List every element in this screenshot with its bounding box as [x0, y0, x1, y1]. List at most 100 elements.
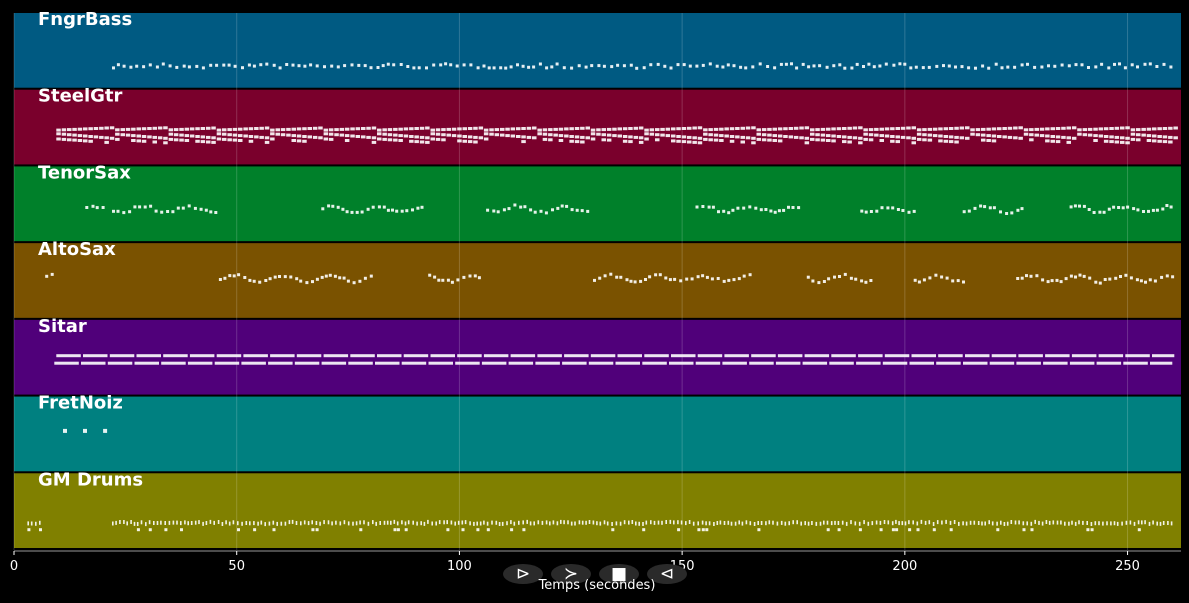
- note: [499, 66, 503, 70]
- note: [225, 520, 227, 525]
- note: [736, 206, 740, 210]
- note: [180, 521, 182, 526]
- note: [943, 139, 949, 143]
- note: [1141, 520, 1143, 525]
- forward-button[interactable]: ≻: [551, 564, 591, 584]
- note: [168, 128, 174, 132]
- note: [254, 135, 259, 139]
- note: [992, 206, 996, 210]
- note: [863, 137, 868, 141]
- note: [676, 135, 681, 138]
- note: [1041, 278, 1045, 282]
- note: [1034, 127, 1039, 131]
- note: [842, 140, 847, 144]
- note: [166, 210, 170, 213]
- note: [948, 140, 954, 144]
- note: [232, 133, 238, 137]
- note: [777, 127, 783, 131]
- stop-button[interactable]: ■: [599, 564, 639, 584]
- note: [535, 361, 560, 365]
- note: [1125, 126, 1130, 130]
- note: [179, 133, 184, 137]
- note: [938, 354, 963, 358]
- note: [88, 139, 93, 143]
- note: [206, 140, 211, 144]
- note: [981, 133, 986, 137]
- note: [837, 521, 840, 525]
- note: [777, 209, 781, 213]
- note: [1053, 64, 1057, 68]
- note: [204, 208, 208, 212]
- note: [644, 132, 649, 136]
- note: [1069, 274, 1073, 278]
- note: [467, 140, 473, 144]
- note: [157, 136, 163, 140]
- note: [690, 277, 694, 281]
- track-background: [14, 319, 1181, 395]
- note: [567, 520, 569, 525]
- note: [120, 133, 125, 137]
- note: [974, 66, 977, 70]
- note: [916, 132, 922, 136]
- note: [860, 209, 864, 213]
- note: [386, 62, 390, 66]
- note: [430, 354, 455, 358]
- note: [723, 521, 726, 525]
- track-notes: [45, 272, 1175, 285]
- note: [1016, 361, 1041, 365]
- note: [903, 62, 907, 66]
- note: [981, 521, 983, 526]
- note: [1125, 520, 1128, 525]
- note: [446, 520, 448, 525]
- note: [812, 64, 816, 68]
- note: [1018, 136, 1023, 140]
- note: [758, 62, 762, 66]
- note: [296, 139, 302, 143]
- note: [745, 136, 751, 140]
- note: [379, 521, 381, 525]
- note: [1120, 126, 1125, 130]
- note: [241, 361, 266, 365]
- note: [168, 132, 174, 136]
- note: [237, 273, 241, 277]
- back-button[interactable]: ⊲: [647, 564, 687, 584]
- note: [671, 134, 676, 138]
- note: [655, 133, 660, 137]
- note: [538, 62, 542, 66]
- note: [163, 136, 168, 140]
- note: [890, 127, 895, 131]
- note: [319, 521, 321, 526]
- note: [182, 64, 186, 68]
- note: [745, 126, 751, 130]
- note: [457, 127, 462, 131]
- note: [799, 136, 804, 140]
- note: [1087, 133, 1093, 137]
- note: [1103, 278, 1107, 281]
- note: [703, 132, 708, 136]
- note: [820, 138, 826, 142]
- note: [1106, 521, 1108, 526]
- note: [920, 519, 923, 524]
- note: [898, 521, 900, 526]
- track-background: [14, 13, 1181, 88]
- track-background: [14, 396, 1181, 472]
- note: [107, 361, 133, 365]
- note: [1013, 65, 1017, 69]
- note: [1050, 135, 1055, 138]
- note: [617, 354, 642, 358]
- note: [56, 137, 61, 141]
- note: [1029, 274, 1033, 278]
- play-button[interactable]: ⊳: [503, 564, 543, 584]
- note: [112, 66, 115, 70]
- note: [823, 520, 825, 525]
- note: [1133, 521, 1136, 526]
- note: [751, 141, 756, 145]
- note: [383, 520, 386, 525]
- note: [628, 520, 630, 525]
- note: [665, 520, 667, 524]
- note: [697, 528, 701, 532]
- note: [344, 134, 350, 138]
- note: [741, 521, 744, 526]
- note: [1045, 354, 1070, 358]
- note: [457, 354, 482, 358]
